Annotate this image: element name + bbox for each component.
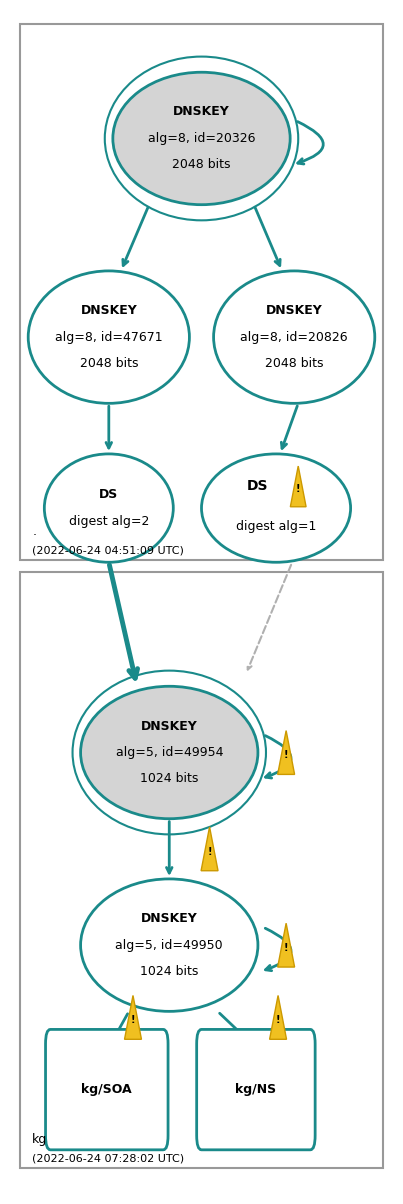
Text: DNSKEY: DNSKEY [141,720,197,732]
Ellipse shape [81,686,258,819]
Text: DNSKEY: DNSKEY [173,106,230,118]
Ellipse shape [202,454,351,562]
Ellipse shape [113,72,290,205]
Polygon shape [291,466,306,507]
Text: kg/NS: kg/NS [235,1084,276,1096]
Polygon shape [278,731,295,774]
Text: alg=8, id=20326: alg=8, id=20326 [148,132,255,144]
Polygon shape [201,827,218,870]
Text: kg: kg [32,1133,48,1146]
Text: !: ! [284,943,289,952]
Ellipse shape [81,879,258,1011]
Text: alg=8, id=47671: alg=8, id=47671 [55,331,163,343]
Text: (2022-06-24 04:51:09 UTC): (2022-06-24 04:51:09 UTC) [32,545,184,555]
Polygon shape [278,923,295,967]
FancyArrowPatch shape [297,122,323,164]
FancyArrowPatch shape [265,736,291,778]
Text: !: ! [284,750,289,760]
Text: .: . [32,525,36,538]
Text: !: ! [131,1015,135,1025]
Text: !: ! [207,846,212,856]
Ellipse shape [214,271,375,403]
Text: (2022-06-24 07:28:02 UTC): (2022-06-24 07:28:02 UTC) [32,1153,184,1163]
Polygon shape [125,996,141,1039]
Text: DNSKEY: DNSKEY [81,305,137,317]
Text: 1024 bits: 1024 bits [140,773,198,785]
Text: 1024 bits: 1024 bits [140,966,198,978]
Text: 2048 bits: 2048 bits [172,159,231,171]
Text: alg=5, id=49954: alg=5, id=49954 [116,746,223,759]
FancyBboxPatch shape [197,1029,315,1150]
Text: 2048 bits: 2048 bits [265,358,324,370]
FancyArrowPatch shape [265,928,291,970]
FancyBboxPatch shape [20,24,383,560]
Text: DNSKEY: DNSKEY [266,305,322,317]
Ellipse shape [28,271,189,403]
Text: 2048 bits: 2048 bits [79,358,138,370]
Polygon shape [270,996,287,1039]
Text: !: ! [296,484,301,494]
FancyBboxPatch shape [46,1029,168,1150]
Text: alg=5, id=49950: alg=5, id=49950 [115,939,223,951]
Text: digest alg=1: digest alg=1 [236,520,316,532]
FancyBboxPatch shape [20,572,383,1168]
Text: digest alg=2: digest alg=2 [69,515,149,527]
Ellipse shape [44,454,173,562]
Text: kg/SOA: kg/SOA [81,1084,132,1096]
Text: alg=8, id=20826: alg=8, id=20826 [240,331,348,343]
Text: DS: DS [99,489,118,501]
Text: !: ! [276,1015,280,1025]
Text: DS: DS [247,479,269,494]
Text: DNSKEY: DNSKEY [141,913,197,925]
